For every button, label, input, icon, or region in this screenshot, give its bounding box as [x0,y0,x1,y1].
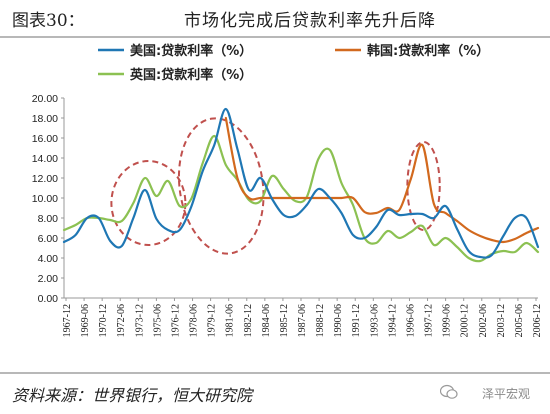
x-tick-label: 1990-06 [333,304,344,337]
x-tick-label: 1984-06 [261,304,272,337]
x-tick-label: 1975-06 [152,304,163,337]
x-tick-label: 1988-12 [315,304,326,337]
x-tick-label: 1985-12 [279,304,290,337]
x-tick-label: 1993-06 [369,304,380,337]
x-tick-label: 2002-06 [478,304,489,337]
y-tick-label: 0.00 [38,293,59,305]
y-tick-label: 8.00 [38,213,59,225]
x-tick-label: 1996-06 [405,304,416,337]
x-tick-label: 1970-12 [98,304,109,337]
x-tick-label: 2003-12 [496,304,507,337]
x-tick-label: 1981-06 [225,304,236,337]
y-tick-label: 2.00 [38,273,59,285]
highlight-ellipse [177,117,265,255]
x-tick-label: 1972-06 [116,304,127,337]
series-line-0 [62,107,540,259]
x-tick-label: 1987-06 [297,304,308,337]
y-tick-label: 12.00 [32,173,58,185]
highlight-ellipse [110,160,187,246]
x-tick-label: 1991-12 [351,304,362,337]
figure-label: 图表30： [12,11,85,31]
figure-footer: 资料来源：世界银行，恒大研究院 泽平宏观 [0,372,550,414]
y-tick-label: 16.00 [32,133,58,145]
y-tick-label: 4.00 [38,253,59,265]
x-tick-label: 1997-12 [424,304,435,337]
x-tick-label: 1967-12 [62,304,73,337]
y-tick-label: 20.00 [32,93,58,105]
series-line-1 [224,116,540,244]
source-note: 资料来源：世界银行，恒大研究院 [12,386,253,405]
y-tick-label: 10.00 [32,193,58,205]
x-tick-label: 2006-12 [532,304,543,337]
y-tick-label: 18.00 [32,113,58,125]
watermark-text: 泽平宏观 [481,387,530,401]
chart-axes: 0.00 2.00 4.00 6.00 8.00 10.00 12.00 14.00 16.00… [32,93,543,337]
x-tick-label: 1979-12 [207,304,218,337]
x-tick-label: 1973-12 [134,304,145,337]
x-tick-label: 2005-06 [514,304,525,337]
y-tick-label: 6.00 [38,233,59,245]
x-tick-label: 1982-12 [243,304,254,337]
figure-header: 图表30： 市场化完成后贷款利率先升后降 [0,0,550,38]
x-tick-label: 1976-12 [170,304,181,337]
y-tick-label: 14.00 [32,153,58,165]
chart-legend: 美国:贷款利率（%） 韩国:贷款利率（%） 英国:贷款利率（%） [98,43,489,83]
x-tick-label: 1978-06 [189,304,200,337]
legend-label: 韩国:贷款利率（%） [367,43,489,59]
highlight-ellipses [110,117,441,255]
figure-title: 市场化完成后贷款利率先升后降 [184,11,436,31]
legend-label: 美国:贷款利率（%） [130,43,252,59]
wechat-icon [440,384,458,399]
x-tick-label: 2000-12 [460,304,471,337]
legend-label: 英国:贷款利率（%） [129,67,252,83]
highlight-ellipse [406,141,441,231]
x-tick-label: 1994-12 [387,304,398,337]
series-line-2 [62,134,540,263]
series-lines [62,107,540,263]
x-tick-label: 1999-06 [442,304,453,337]
x-tick-label: 1969-06 [80,304,91,337]
line-chart: 0.00 2.00 4.00 6.00 8.00 10.00 12.00 14.00 16.00… [32,43,543,337]
